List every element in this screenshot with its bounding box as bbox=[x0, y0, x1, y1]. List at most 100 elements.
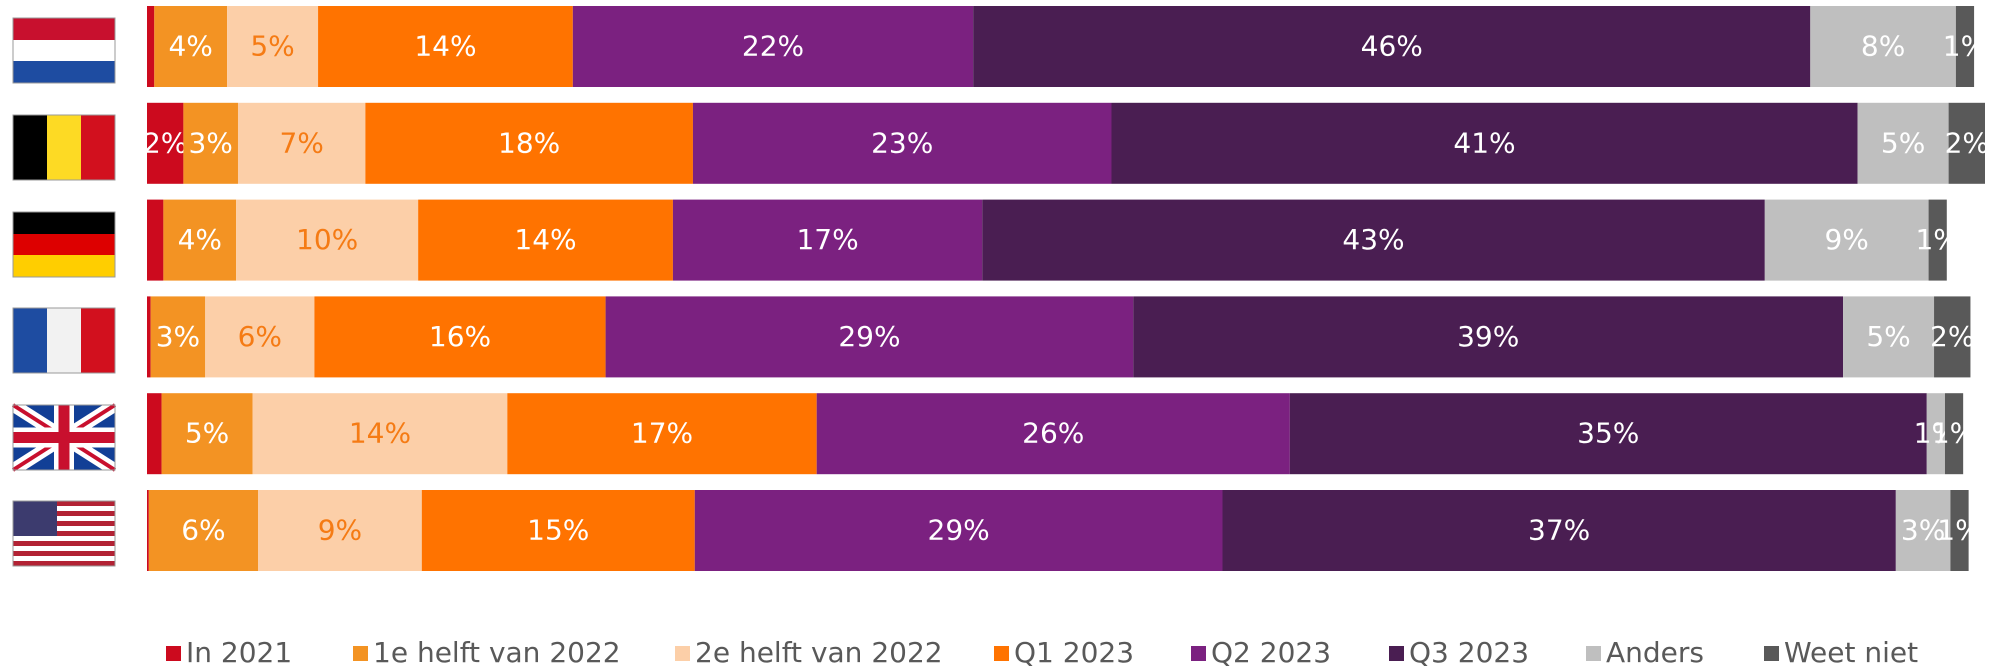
flag-fr bbox=[12, 307, 116, 374]
value-label: 18% bbox=[498, 126, 560, 159]
legend-label: In 2021 bbox=[186, 636, 292, 667]
bar-segment bbox=[692, 102, 1112, 184]
bar-segment bbox=[672, 199, 983, 281]
value-label: 41% bbox=[1453, 126, 1515, 159]
bar-segment bbox=[147, 6, 155, 87]
value-label: 17% bbox=[631, 417, 693, 450]
value-label: 1% bbox=[1937, 514, 1981, 547]
bar-segment bbox=[318, 6, 573, 87]
value-label: 1% bbox=[1915, 223, 1959, 256]
bar-segment bbox=[1934, 296, 1971, 378]
bar-segment bbox=[1895, 490, 1951, 571]
bar-segment bbox=[507, 393, 817, 475]
value-label: 23% bbox=[871, 126, 933, 159]
value-label: 22% bbox=[742, 30, 804, 63]
bar-segment bbox=[973, 6, 1811, 87]
bar-segment bbox=[1810, 6, 1956, 87]
value-label: 9% bbox=[318, 514, 362, 547]
legend-label: Q1 2023 bbox=[1014, 636, 1134, 667]
bar-segment bbox=[1111, 102, 1858, 184]
value-label: 3% bbox=[188, 126, 232, 159]
legend-swatch bbox=[166, 646, 181, 661]
bar-segment bbox=[236, 199, 419, 281]
legend-label: 2e helft van 2022 bbox=[695, 636, 943, 667]
bar-segment bbox=[365, 102, 693, 184]
bar-segment bbox=[1857, 102, 1949, 184]
bar-segment bbox=[1926, 393, 1945, 475]
legend-swatch bbox=[353, 646, 368, 661]
bar-segment bbox=[418, 199, 673, 281]
value-label: 17% bbox=[796, 223, 858, 256]
bar-segment bbox=[205, 296, 315, 378]
legend-label: 1e helft van 2022 bbox=[373, 636, 621, 667]
bar-segment bbox=[150, 296, 206, 378]
legend-swatch bbox=[1764, 646, 1779, 661]
bar-segment bbox=[1955, 6, 1975, 87]
bar-segment bbox=[154, 6, 228, 87]
bar-segment bbox=[1843, 296, 1935, 378]
value-label: 2% bbox=[1945, 126, 1989, 159]
value-label: 14% bbox=[514, 223, 576, 256]
value-label: 2% bbox=[143, 126, 187, 159]
flag-de bbox=[12, 211, 116, 278]
value-label: 5% bbox=[185, 417, 229, 450]
value-label: 3% bbox=[1901, 514, 1945, 547]
bar-segment bbox=[314, 296, 606, 378]
value-label: 6% bbox=[181, 514, 225, 547]
value-label: 29% bbox=[928, 514, 990, 547]
value-label: 35% bbox=[1577, 417, 1639, 450]
value-label: 43% bbox=[1342, 223, 1404, 256]
value-label: 39% bbox=[1457, 320, 1519, 353]
value-label: 10% bbox=[296, 223, 358, 256]
value-label: 4% bbox=[178, 223, 222, 256]
value-label: 46% bbox=[1361, 30, 1423, 63]
value-label: 15% bbox=[527, 514, 589, 547]
value-label: 14% bbox=[349, 417, 411, 450]
legend: In 2021 1e helft van 2022 2e helft van 202… bbox=[166, 636, 1918, 667]
value-label: 4% bbox=[168, 30, 212, 63]
bar-segment bbox=[147, 296, 151, 378]
legend-swatch bbox=[1586, 646, 1601, 661]
plot-area: 4% 5% 14% 22% 46% 8% 1%2% 3% 7% 18% 23% 41% 5% 2%4% 10… bbox=[143, 6, 1989, 571]
bar-segment bbox=[1764, 199, 1929, 281]
legend-swatch bbox=[1389, 646, 1404, 661]
bar-segment bbox=[258, 490, 422, 571]
flag-nl bbox=[12, 17, 116, 84]
bar-segment bbox=[163, 199, 237, 281]
bar-segment bbox=[183, 102, 238, 184]
bar-segment bbox=[147, 393, 162, 475]
value-label: 3% bbox=[156, 320, 200, 353]
bar-segment bbox=[1222, 490, 1896, 571]
value-label: 1% bbox=[1943, 30, 1987, 63]
bar-segment bbox=[421, 490, 695, 571]
bar-segment bbox=[227, 6, 319, 87]
bar-segment bbox=[1944, 393, 1964, 475]
bar-segment bbox=[572, 6, 974, 87]
value-label: 5% bbox=[250, 30, 294, 63]
value-label: 5% bbox=[1866, 320, 1910, 353]
bar-segment bbox=[1928, 199, 1947, 281]
value-label: 37% bbox=[1528, 514, 1590, 547]
bar-segment bbox=[147, 102, 184, 184]
bar-segment bbox=[1133, 296, 1844, 378]
value-label: 7% bbox=[279, 126, 323, 159]
legend-swatch bbox=[675, 646, 690, 661]
bar-segment bbox=[237, 102, 366, 184]
bar-segment bbox=[161, 393, 253, 475]
bar-segment bbox=[1950, 490, 1969, 571]
value-label: 1% bbox=[1932, 417, 1976, 450]
bar-segment bbox=[147, 490, 149, 571]
flag-us bbox=[12, 500, 116, 567]
legend-label: Q3 2023 bbox=[1409, 636, 1529, 667]
legend-label: Weet niet bbox=[1784, 636, 1918, 667]
value-label: 16% bbox=[429, 320, 491, 353]
value-label: 29% bbox=[838, 320, 900, 353]
value-label: 2% bbox=[1930, 320, 1974, 353]
value-label: 5% bbox=[1881, 126, 1925, 159]
bar-segment bbox=[1289, 393, 1927, 475]
bar-segment bbox=[605, 296, 1134, 378]
legend-swatch bbox=[994, 646, 1009, 661]
bar-segment bbox=[982, 199, 1765, 281]
